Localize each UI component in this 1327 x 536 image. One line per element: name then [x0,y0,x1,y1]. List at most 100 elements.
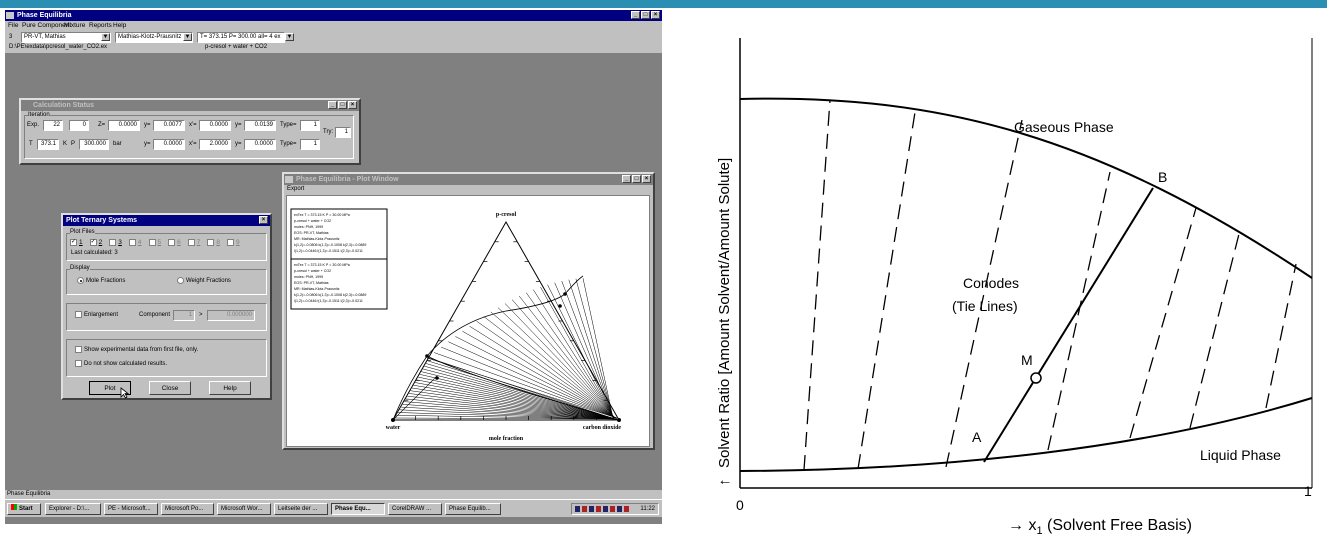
plot-file-checkbox[interactable]: 5 [148,239,162,247]
component-select[interactable]: 1 [173,310,195,321]
taskbar-button[interactable]: Phase Equilib... [445,503,501,515]
plot-maximize-button[interactable]: □ [632,175,641,183]
start-button[interactable]: Start [7,503,41,515]
label-water: water [386,425,401,431]
plot-file-checkbox[interactable]: ✓ 1 [70,239,83,246]
legend-line: p-cresol + water + CO2 [294,269,331,273]
main-menu-bar: File Pure Component Mixture Reports Help [5,21,662,31]
phase-boundary [426,355,620,421]
legend-line: exTex T = 373.15 K P = 30.00 MPa [294,213,350,217]
plot-close-button[interactable]: × [642,175,651,183]
y-axis-arrow: ↑ [716,479,733,487]
menu-file[interactable]: File [8,22,19,29]
legend-line: l(1,2)=-0.0446 l(1,3)=-0.1511 l(2,3)=-0.… [294,249,363,253]
taskbar-button[interactable]: Microsoft Po... [161,503,214,515]
mixing-point-m [1030,372,1042,384]
mixing-rule-select[interactable]: Mathias-Klotz-Prausnitz [115,32,193,43]
taskbar-button[interactable]: CorelDRAW ... [388,503,442,515]
close-button[interactable]: × [651,11,660,19]
plot-file-checkbox[interactable]: 9 [227,239,240,246]
menu-mixture[interactable]: Mixture [64,22,86,29]
tie-line [1265,263,1297,409]
z-field: 0.0000 [108,120,140,131]
plot-ternary-title-bar: Plot Ternary Systems × [63,215,270,226]
plot-file-checkbox[interactable]: 8 [207,239,220,246]
close-dialog-button[interactable]: Close [149,381,191,395]
maximize-button[interactable]: □ [641,11,650,19]
y4-field: 0.0000 [244,139,276,150]
point-a-label: A [972,429,982,445]
taskbar-button[interactable]: Leitseite der ... [274,503,328,515]
tie-line [554,282,614,419]
taskbar-button[interactable]: Microsoft Wor... [217,503,271,515]
plot-file-checkbox[interactable]: 7 [187,239,201,247]
dialog-close-button[interactable]: × [259,216,268,224]
plot-file-label: 9 [236,239,240,247]
liquid-phase-curve [739,397,1313,472]
plot-file-checkbox[interactable]: 4 [128,239,142,246]
checkbox-icon [128,239,136,246]
condition-select[interactable]: T= 373.15 P= 300.00 all= 4 ex [197,32,285,43]
point-m-label: M [1021,352,1033,368]
mixing-dropdown-arrow-icon[interactable]: ▼ [183,33,192,41]
no-calc-checkbox[interactable]: Do not show calculated results. [75,360,167,369]
tie-line [561,280,614,419]
minimize-button[interactable]: _ [631,11,640,19]
tie-line [426,357,618,419]
legend-line: k(1,2)=-0.0806 k(1,3)=-0.1008 k(2,3)=-0.… [294,293,366,297]
taskbar-button[interactable]: Phase Equ... [331,503,385,515]
plot-file-checkbox[interactable]: 3 [109,239,122,246]
checkbox-icon [207,239,215,246]
condition-dropdown-arrow-icon[interactable]: ▼ [285,33,294,41]
tie-line [434,352,617,419]
taskbar: Start Explorer - D:\... PE - Microsoft...… [5,499,662,517]
plot-button[interactable]: Plot [89,381,131,395]
enlargement-value[interactable]: 0.000000 [207,310,255,321]
mole-fractions-label: Mole Fractions [86,278,126,285]
help-button[interactable]: Help [209,381,251,395]
y1-label: y= [144,122,151,128]
show-exp-checkbox[interactable]: Show experimental data from first file, … [75,346,198,355]
tie-line [421,371,616,420]
plot-canvas: exTex T = 373.15 K P = 30.00 MPa p-cresol… [286,195,650,447]
tie-line-a-b [983,187,1154,463]
menu-reports[interactable]: Reports [89,22,112,29]
tie-line [568,279,614,419]
calc-close-button[interactable]: × [348,101,357,109]
plot-window-title: Phase Equilibria - Plot Window [296,176,399,183]
plot-minimize-button[interactable]: _ [622,175,631,183]
tie-line [490,311,616,419]
calc-minimize-button[interactable]: _ [328,101,337,109]
tie-line [448,341,617,419]
iteration-label: Iteration [28,111,50,120]
x-max-label: 1 [1304,483,1312,499]
model-select[interactable]: PR-VT, Mathias [21,32,111,43]
menu-help[interactable]: Help [113,22,127,29]
plot-file-checkbox[interactable]: ✓ 2 [89,239,102,246]
component-label: Component [139,312,171,318]
plot-file-checkbox[interactable]: 6 [168,239,181,246]
bar-label: bar [113,141,122,147]
enlargement-checkbox[interactable]: Enlargement [75,311,118,320]
checkbox-icon [148,239,156,246]
weight-fractions-radio[interactable]: Weight Fractions [177,277,231,286]
model-dropdown-arrow-icon[interactable]: ▼ [101,33,110,41]
legend-line: MR: Mathias-Klotz-Prausnitz [294,287,340,291]
menu-export[interactable]: Export [287,186,305,192]
tie-line [1189,229,1241,429]
mole-fractions-radio[interactable]: Mole Fractions [77,277,125,286]
tie-line [424,365,616,420]
menu-pure-component[interactable]: Pure Component [22,22,72,29]
calc-maximize-button[interactable]: □ [338,101,347,109]
plot-file-label: 5 [157,239,162,247]
y4-label: y= [235,141,242,147]
binodal-curve [392,275,584,421]
taskbar-button[interactable]: Explorer - D:\... [45,503,101,515]
plot-file-label: 7 [196,239,201,247]
gaseous-phase-curve [739,97,1313,279]
x4-label: x'= [189,141,197,147]
taskbar-button[interactable]: PE - Microsoft... [104,503,158,515]
exp-field: 22 [43,120,63,131]
checkbox-icon [168,239,176,246]
tie-line [418,376,616,420]
